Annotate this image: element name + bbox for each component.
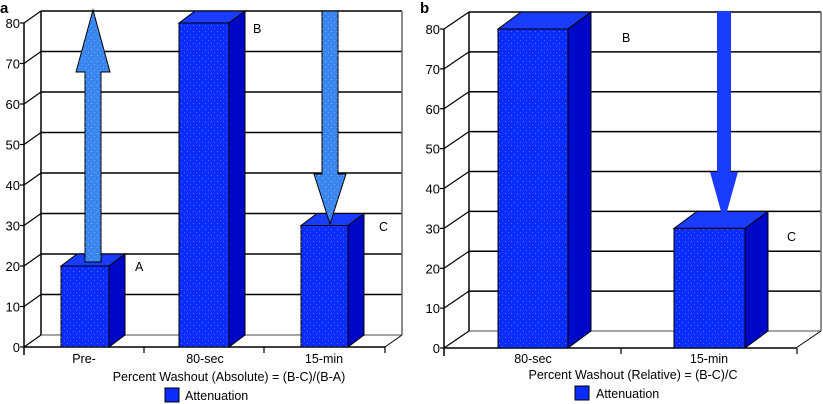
legend-label: Attenuation: [185, 389, 248, 403]
bar-80sec: [496, 11, 593, 349]
chart-panel-a: a 0 10 20 30 40 50 60 70 80 A B C Pre- 80-sec 15-min Per…: [0, 0, 403, 403]
side-wall-line: [23, 91, 42, 105]
y-tick-label: 30: [426, 221, 440, 236]
bar-side-face: [108, 253, 126, 348]
legend-label: Attenuation: [596, 387, 659, 401]
y-tick-label: 40: [426, 182, 440, 197]
y-tick-label: 50: [6, 138, 20, 153]
side-wall-line: [23, 334, 42, 348]
bar-texture: [61, 266, 109, 347]
side-wall-line: [443, 131, 470, 150]
bar-texture: [301, 225, 348, 347]
side-wall-line: [443, 11, 470, 30]
y-tick-label: 60: [426, 102, 440, 117]
bar-15min: [672, 210, 770, 349]
side-wall-line: [23, 253, 42, 267]
side-wall-line: [443, 290, 470, 309]
floor-right-edge: [795, 330, 822, 349]
x-axis-label: Percent Washout (Relative) = (B-C)/C: [529, 368, 738, 382]
side-wall-line: [23, 51, 42, 64]
legend-swatch: [574, 385, 590, 401]
bar-80sec: [177, 10, 247, 348]
y-tick-label: 20: [6, 259, 20, 274]
side-wall-line: [23, 172, 42, 186]
y-tick-label: 10: [426, 301, 440, 316]
x-tick-label: 15-min: [305, 352, 343, 366]
x-tick-label: 15-min: [690, 352, 728, 366]
side-wall-line: [443, 250, 470, 269]
point-label-b: B: [253, 22, 261, 36]
x-tick-label: 80-sec: [514, 352, 552, 366]
x-tick-label: 80-sec: [186, 352, 224, 366]
side-wall-line: [23, 132, 42, 145]
bar-15min: [299, 212, 366, 348]
y-tick-label: 80: [426, 22, 440, 37]
bar-side-face: [228, 10, 246, 348]
arrow-texture: [314, 11, 346, 224]
floor-right-edge: [384, 334, 403, 348]
y-tick-label: 0: [433, 341, 440, 356]
legend: Attenuation: [164, 387, 248, 403]
arrow-down-icon: [710, 11, 738, 222]
bar-side-face: [567, 11, 592, 349]
point-label-b: B: [622, 31, 630, 45]
y-tick-label: 0: [13, 340, 20, 355]
y-tick-label: 20: [426, 261, 440, 276]
y-tick-label: 10: [6, 300, 20, 315]
y-tick-label: 50: [426, 142, 440, 157]
bar-pre: [59, 253, 127, 348]
y-tick-label: 70: [6, 57, 20, 72]
arrow-texture: [76, 10, 110, 262]
bar-side-face: [744, 210, 769, 349]
y-tick-label: 60: [6, 97, 20, 112]
legend: Attenuation: [574, 385, 659, 401]
side-wall-line: [443, 210, 470, 229]
side-wall-line: [443, 171, 470, 189]
y-tick-label: 30: [6, 219, 20, 234]
side-wall-line: [23, 294, 42, 307]
bar-texture: [674, 228, 745, 348]
side-wall-line: [443, 330, 470, 349]
y-tick-label: 40: [6, 178, 20, 193]
point-label-a: A: [135, 260, 144, 274]
x-tick-label: Pre-: [72, 352, 96, 366]
point-label-c: C: [379, 220, 388, 234]
y-tick-label: 80: [6, 16, 20, 31]
bar-texture: [179, 23, 229, 347]
side-wall-line: [23, 10, 42, 24]
panel-label: a: [0, 0, 9, 17]
bar-side-face: [347, 212, 365, 348]
side-wall-line: [443, 91, 470, 110]
y-tick-label: 70: [426, 62, 440, 77]
bar-texture: [498, 29, 568, 348]
side-wall-line: [443, 51, 470, 70]
chart-panel-b: b 0 10 20 30 40 50 60 70 80 B C 80-sec 15-min Percent …: [420, 0, 822, 401]
legend-swatch: [164, 387, 180, 403]
x-axis-label: Percent Washout (Absolute) = (B-C)/(B-A): [113, 370, 346, 384]
side-wall-line: [23, 213, 42, 226]
panel-label: b: [420, 0, 429, 17]
point-label-c: C: [787, 230, 796, 244]
